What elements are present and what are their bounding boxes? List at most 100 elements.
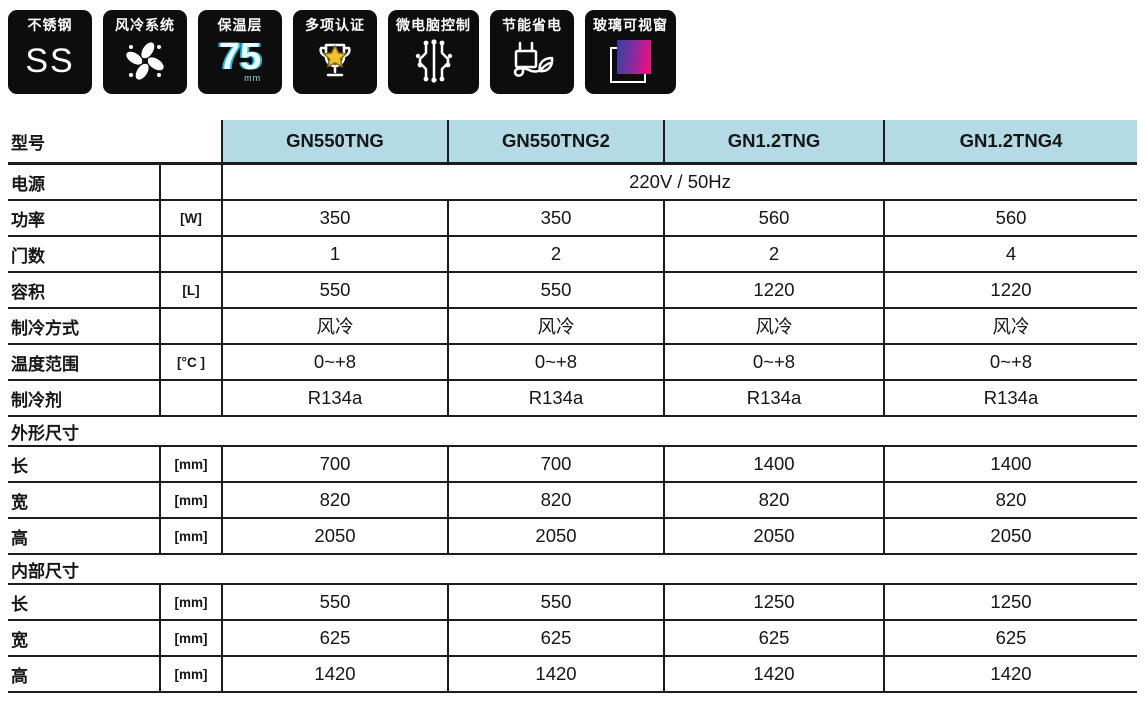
badge-air-cooling: 风冷系统 (103, 10, 187, 94)
ss-text: SS (25, 41, 75, 80)
spec-value: 625 (222, 620, 448, 657)
trophy-icon (311, 33, 359, 88)
spec-unit: [°C ] (159, 344, 223, 381)
spec-row: 电源 220V / 50Hz (8, 163, 1137, 201)
badge-label: 多项认证 (305, 17, 365, 33)
badge-glass-window: 玻璃可视窗 (585, 10, 676, 94)
badge-label: 不锈钢 (27, 17, 73, 33)
spec-unit: [mm] (159, 446, 223, 483)
spec-label: 制冷方式 (8, 308, 160, 345)
badge-label: 节能省电 (502, 17, 562, 33)
spec-value: 0~+8 (663, 344, 884, 381)
spec-value: 550 (222, 272, 448, 309)
glass-gradient-square (616, 39, 651, 74)
spec-value: 1250 (883, 584, 1137, 621)
spec-value: 560 (663, 200, 884, 237)
table-header-row: 型号 GN550TNG GN550TNG2 GN1.2TNG GN1.2TNG4 (8, 120, 1137, 165)
spec-row: 高 [mm] 2050 2050 2050 2050 (8, 518, 1137, 555)
spec-label: 门数 (8, 236, 160, 273)
feature-badges: 不锈钢 SS 风冷系统 (8, 10, 1145, 94)
spec-value: 4 (883, 236, 1137, 273)
spec-value: 820 (222, 482, 448, 519)
spec-row: 长 [mm] 550 550 1250 1250 (8, 584, 1137, 621)
spec-value: 1420 (447, 656, 664, 693)
spec-label: 宽 (8, 620, 160, 657)
spec-value: 1250 (663, 584, 884, 621)
insulation-value: 75 (218, 36, 262, 78)
spec-value: R134a (447, 380, 664, 417)
spec-value: 560 (883, 200, 1137, 237)
stainless-steel-icon: SS (25, 33, 74, 88)
spec-unit: [W] (159, 200, 223, 237)
spec-label: 宽 (8, 482, 160, 519)
spec-value: 0~+8 (222, 344, 448, 381)
spec-value: 风冷 (222, 308, 448, 345)
spec-row: 门数 1 2 2 4 (8, 236, 1137, 273)
spec-value: 1420 (663, 656, 884, 693)
spec-unit: [mm] (159, 656, 223, 693)
badge-label: 风冷系统 (115, 17, 175, 33)
spec-value: 550 (447, 584, 664, 621)
badge-certifications: 多项认证 (293, 10, 377, 94)
spec-value: 700 (222, 446, 448, 483)
spec-value: 1400 (883, 446, 1137, 483)
spec-value: 0~+8 (447, 344, 664, 381)
spec-value: 1220 (663, 272, 884, 309)
glass-window-icon (608, 33, 654, 88)
badge-label: 玻璃可视窗 (593, 17, 668, 33)
spec-row: 功率 [W] 350 350 560 560 (8, 200, 1137, 237)
spec-value: 2 (447, 236, 664, 273)
badge-microcomputer-control: 微电脑控制 (388, 10, 479, 94)
badge-stainless-steel: 不锈钢 SS (8, 10, 92, 94)
spec-value: 1420 (222, 656, 448, 693)
spec-value: 2 (663, 236, 884, 273)
spec-row: 制冷方式 风冷 风冷 风冷 风冷 (8, 308, 1137, 345)
badge-energy-saving: 节能省电 (490, 10, 574, 94)
spec-label: 容积 (8, 272, 160, 309)
model-header-1: GN550TNG (221, 120, 448, 165)
model-header-4: GN1.2TNG4 (883, 120, 1137, 165)
spec-label: 温度范围 (8, 344, 160, 381)
spec-value: R134a (663, 380, 884, 417)
circuit-icon (409, 33, 459, 88)
spec-value-span: 220V / 50Hz (222, 163, 1137, 201)
spec-value: 550 (222, 584, 448, 621)
spec-value: 2050 (883, 518, 1137, 555)
spec-unit: [L] (159, 272, 223, 309)
spec-value: R134a (883, 380, 1137, 417)
model-header-2: GN550TNG2 (447, 120, 664, 165)
spec-unit (159, 236, 223, 273)
spec-label: 长 (8, 446, 160, 483)
insulation-unit: mm (244, 73, 262, 83)
spec-row: 温度范围 [°C ] 0~+8 0~+8 0~+8 0~+8 (8, 344, 1137, 381)
spec-value: 0~+8 (883, 344, 1137, 381)
spec-row: 制冷剂 R134a R134a R134a R134a (8, 380, 1137, 417)
spec-label: 功率 (8, 200, 160, 237)
model-header-3: GN1.2TNG (663, 120, 884, 165)
insulation-75mm-icon: 75 mm (219, 33, 261, 88)
spec-value: 820 (663, 482, 884, 519)
section-header-row: 外形尺寸 (8, 416, 1137, 447)
spec-unit: [mm] (159, 620, 223, 657)
badge-label: 微电脑控制 (396, 17, 471, 33)
spec-unit: [mm] (159, 518, 223, 555)
spec-value: 350 (447, 200, 664, 237)
spec-value: 820 (883, 482, 1137, 519)
badge-label: 保温层 (217, 17, 263, 33)
spec-value: 风冷 (883, 308, 1137, 345)
spec-label: 高 (8, 656, 160, 693)
spec-value: 625 (883, 620, 1137, 657)
spec-value: 700 (447, 446, 664, 483)
spec-row: 容积 [L] 550 550 1220 1220 (8, 272, 1137, 309)
spec-value: 1 (222, 236, 448, 273)
spec-row: 高 [mm] 1420 1420 1420 1420 (8, 656, 1137, 693)
spec-value: 风冷 (663, 308, 884, 345)
spec-value: 1400 (663, 446, 884, 483)
section-header-row: 内部尺寸 (8, 554, 1137, 585)
spec-value: 1420 (883, 656, 1137, 693)
spec-unit (159, 308, 223, 345)
section-title: 内部尺寸 (8, 554, 1137, 585)
model-row-label: 型号 (8, 120, 222, 165)
spec-label: 制冷剂 (8, 380, 160, 417)
fan-icon (121, 33, 169, 88)
